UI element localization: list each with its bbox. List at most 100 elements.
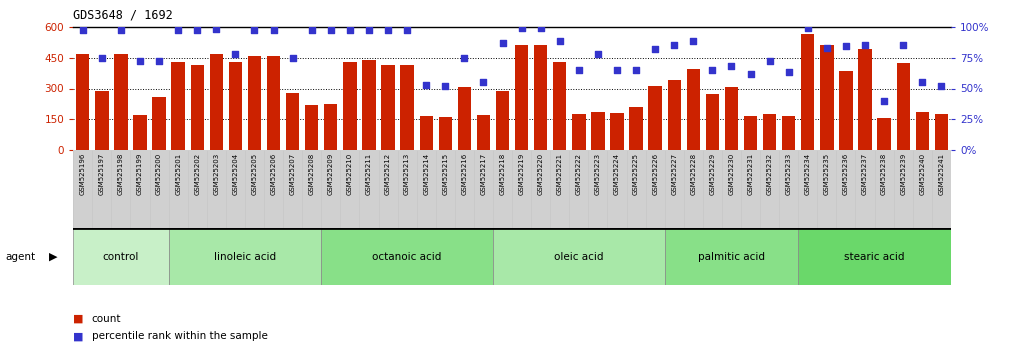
Point xyxy=(895,42,911,48)
Text: GSM525218: GSM525218 xyxy=(499,153,505,195)
Bar xyxy=(286,93,299,150)
Text: ▶: ▶ xyxy=(49,252,57,262)
Text: stearic acid: stearic acid xyxy=(844,252,905,262)
Point xyxy=(762,58,778,64)
Bar xyxy=(190,65,204,150)
Bar xyxy=(591,112,604,150)
Bar xyxy=(114,55,127,150)
Point xyxy=(113,28,129,33)
Text: count: count xyxy=(92,314,121,324)
Text: GSM525239: GSM525239 xyxy=(900,153,906,195)
Point xyxy=(704,67,720,73)
Bar xyxy=(649,86,662,150)
Point xyxy=(285,55,301,60)
Text: GSM525235: GSM525235 xyxy=(824,153,830,195)
Bar xyxy=(420,116,433,150)
Bar xyxy=(534,45,547,150)
Point xyxy=(914,80,931,85)
Bar xyxy=(878,119,891,150)
Bar xyxy=(820,45,834,150)
Point xyxy=(857,42,874,48)
Text: GSM525220: GSM525220 xyxy=(538,153,544,195)
Point xyxy=(437,83,454,89)
Point xyxy=(819,45,835,50)
Point xyxy=(74,28,91,33)
Text: GSM525224: GSM525224 xyxy=(614,153,620,195)
Bar xyxy=(763,114,776,150)
Text: GSM525214: GSM525214 xyxy=(423,153,429,195)
Text: GSM525219: GSM525219 xyxy=(519,153,525,195)
Point xyxy=(246,28,262,33)
Bar xyxy=(686,69,700,150)
Point xyxy=(304,28,320,33)
Text: GSM525197: GSM525197 xyxy=(99,153,105,195)
Point xyxy=(457,55,473,60)
Point xyxy=(723,63,739,69)
Point xyxy=(666,42,682,48)
Bar xyxy=(798,228,951,285)
Text: ■: ■ xyxy=(73,314,83,324)
Bar xyxy=(610,113,623,150)
Bar xyxy=(324,104,338,150)
Bar xyxy=(897,63,910,150)
Bar xyxy=(321,228,493,285)
Point xyxy=(494,40,511,46)
Text: percentile rank within the sample: percentile rank within the sample xyxy=(92,331,267,341)
Text: GSM525215: GSM525215 xyxy=(442,153,448,195)
Point xyxy=(418,82,434,88)
Bar xyxy=(133,115,146,150)
Point xyxy=(227,51,243,57)
Point xyxy=(151,58,167,64)
Point xyxy=(799,25,816,31)
Bar xyxy=(210,55,223,150)
Text: GSM525230: GSM525230 xyxy=(728,153,734,195)
Text: GSM525241: GSM525241 xyxy=(939,153,945,195)
Text: agent: agent xyxy=(5,252,36,262)
Bar xyxy=(172,62,185,150)
Text: GSM525209: GSM525209 xyxy=(327,153,334,195)
Bar xyxy=(493,228,665,285)
Text: GSM525232: GSM525232 xyxy=(767,153,773,195)
Point xyxy=(322,28,339,33)
Text: oleic acid: oleic acid xyxy=(554,252,603,262)
Text: ■: ■ xyxy=(73,331,83,341)
Bar xyxy=(839,71,852,150)
Text: GSM525233: GSM525233 xyxy=(786,153,791,195)
Text: palmitic acid: palmitic acid xyxy=(698,252,765,262)
Bar xyxy=(438,118,452,150)
Bar xyxy=(73,228,169,285)
Text: GSM525199: GSM525199 xyxy=(137,153,143,195)
Bar xyxy=(458,87,471,150)
Bar xyxy=(915,112,929,150)
Bar xyxy=(266,57,281,150)
Text: GSM525206: GSM525206 xyxy=(271,153,277,195)
Text: control: control xyxy=(103,252,139,262)
Point xyxy=(514,25,530,31)
Bar xyxy=(153,97,166,150)
Bar xyxy=(169,228,321,285)
Bar xyxy=(858,49,872,150)
Text: GSM525212: GSM525212 xyxy=(385,153,392,195)
Bar xyxy=(667,80,681,150)
Point xyxy=(475,80,491,85)
Bar xyxy=(305,105,318,150)
Text: GSM525200: GSM525200 xyxy=(156,153,162,195)
Point xyxy=(342,28,358,33)
Text: GSM525216: GSM525216 xyxy=(462,153,468,195)
Text: GSM525222: GSM525222 xyxy=(576,153,582,195)
Bar xyxy=(343,62,357,150)
Text: GSM525217: GSM525217 xyxy=(480,153,486,195)
Text: GSM525196: GSM525196 xyxy=(79,153,85,195)
Bar xyxy=(496,91,510,150)
Point xyxy=(132,58,148,64)
Point xyxy=(590,51,606,57)
Bar xyxy=(515,45,528,150)
Bar xyxy=(725,87,738,150)
Text: GSM525236: GSM525236 xyxy=(843,153,849,195)
Point xyxy=(399,28,415,33)
Text: GSM525234: GSM525234 xyxy=(804,153,811,195)
Text: GSM525204: GSM525204 xyxy=(233,153,238,195)
Text: GSM525202: GSM525202 xyxy=(194,153,200,195)
Text: GSM525226: GSM525226 xyxy=(652,153,658,195)
Text: GSM525208: GSM525208 xyxy=(309,153,314,195)
